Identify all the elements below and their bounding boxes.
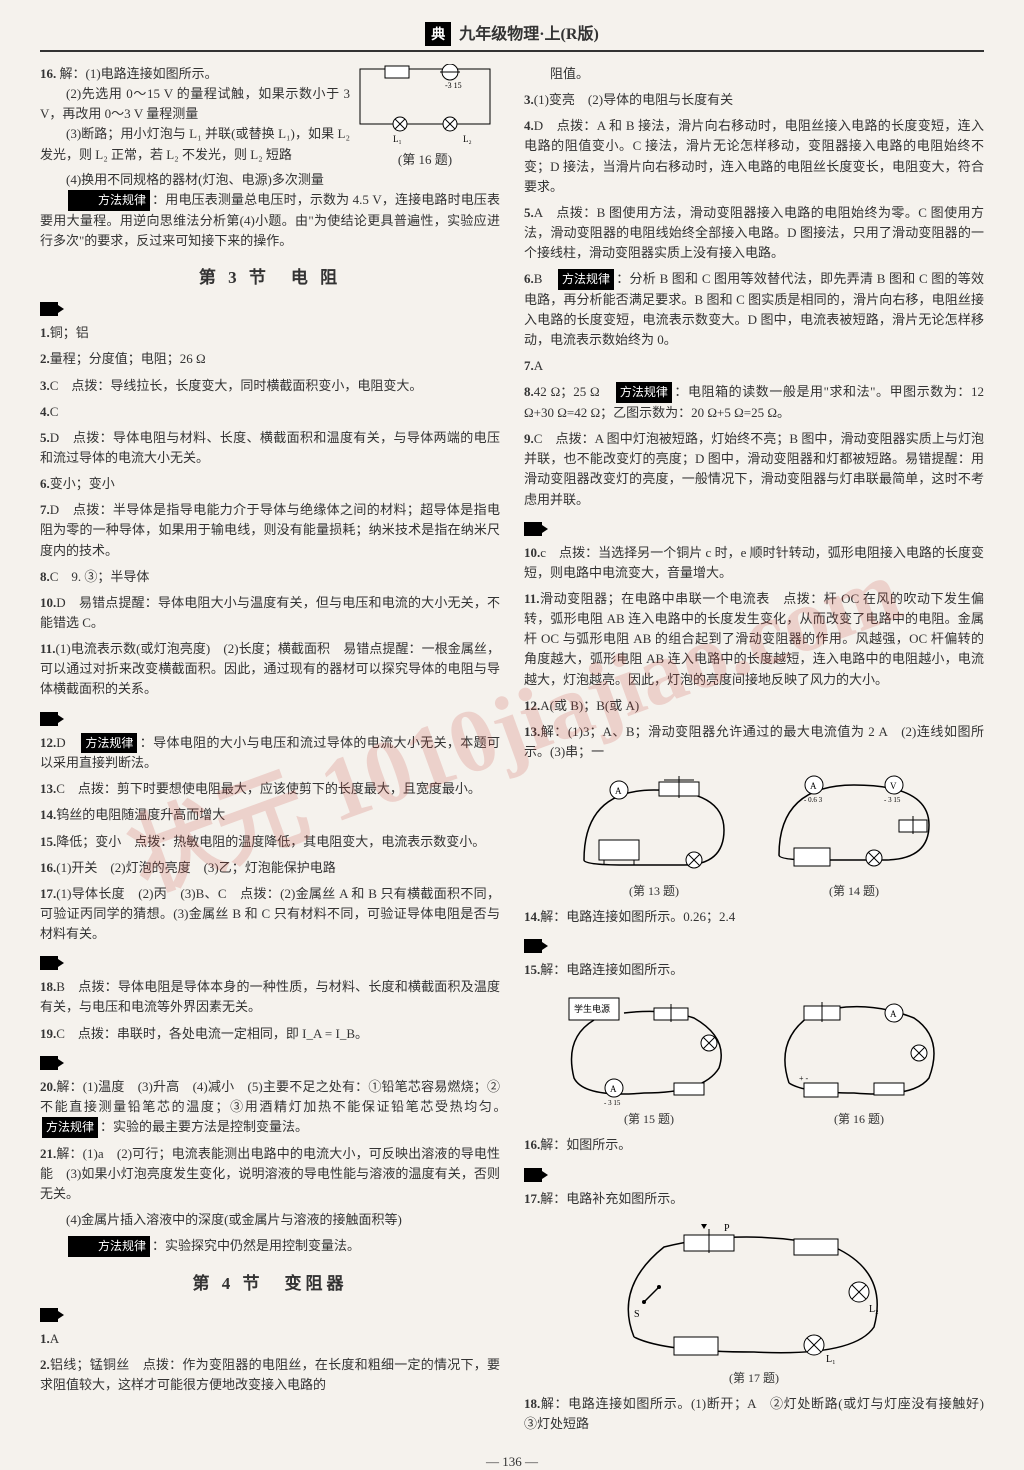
content-columns: -3 15 L₁ L₂ (第 16 题) 16. 解：(1)电路连接如图所示。 … xyxy=(40,64,984,1440)
answer-item: 11.滑动变阻器；在电路中串联一个电流表 点拨：杆 OC 在风的吹动下发生偏转，… xyxy=(524,589,984,690)
svg-text:- 3 15: - 3 15 xyxy=(604,1099,621,1107)
fig13-caption: (第 13 题) xyxy=(564,882,744,899)
section4-title: 第 4 节 变阻器 xyxy=(40,1269,500,1294)
group-marker-icon xyxy=(524,1168,542,1182)
answer-item: 2.铝线；锰铜丝 点拨：作为变阻器的电阻丝，在长度和粗细一定的情况下，要求阻值较… xyxy=(40,1355,500,1395)
svg-text:-3 15: -3 15 xyxy=(445,81,462,90)
fig14-circuit: A - 0.6 3 V - 3 15 xyxy=(764,770,944,880)
fig15-caption: (第 15 题) xyxy=(554,1110,744,1127)
answer-item: 5.D 点拨：导体电阻与材料、长度、横截面积和温度有关，与导体两端的电压和流过导… xyxy=(40,428,500,468)
fig16-circuit-top: -3 15 L₁ L₂ xyxy=(355,64,495,144)
group-marker-icon xyxy=(40,712,58,726)
section3-title: 第 3 节 电 阻 xyxy=(40,263,500,288)
answer-item: 16.解：如图所示。 xyxy=(524,1135,984,1155)
svg-text:- 3 15: - 3 15 xyxy=(884,796,901,804)
answer-item: 14.钨丝的电阻随温度升高而增大 xyxy=(40,805,500,825)
svg-text:L₁: L₁ xyxy=(393,134,402,144)
answer-item: 14.解：电路连接如图所示。0.26；2.4 xyxy=(524,907,984,927)
answer-item: 10.c 点拨：当选择另一个铜片 c 时，e 顺时针转动，弧形电阻接入电路的长度… xyxy=(524,543,984,583)
answer-item: 10.D 易错点提醒：导体电阻大小与温度有关，但与电压和电流的大小无关，不能错选… xyxy=(40,593,500,633)
left-column: -3 15 L₁ L₂ (第 16 题) 16. 解：(1)电路连接如图所示。 … xyxy=(40,64,500,1440)
answer-item: 17.解：电路补充如图所示。 xyxy=(524,1189,984,1209)
answer-item: 15.降低；变小 点拨：热敏电阻的温度降低，其电阻变大，电流表示数变小。 xyxy=(40,832,500,852)
answer-item: 19.C 点拨：串联时，各处电流一定相同，即 I_A = I_B。 xyxy=(40,1024,500,1044)
answer-item: 18.B 点拨：导体电阻是导体本身的一种性质，与材料、长度和横截面积及温度有关，… xyxy=(40,977,500,1017)
answer-item: 21.解：(1)a (2)可行；电流表能测出电路中的电流大小，可反映出溶液的导电… xyxy=(40,1144,500,1204)
answer-item: 6.B 方法规律：分析 B 图和 C 图用等效替代法，即先弄清 B 图和 C 图… xyxy=(524,269,984,350)
fig15-circuit: 学生电源 A - 3 15 xyxy=(554,988,744,1108)
answer-item: (4)金属片插入溶液中的深度(或金属片与溶液的接触面积等) xyxy=(40,1210,500,1230)
page-header: 典 九年级物理·上(R版) xyxy=(40,20,984,52)
item-num: 16. xyxy=(40,66,56,81)
q16-block: -3 15 L₁ L₂ (第 16 题) 16. 解：(1)电路连接如图所示。 … xyxy=(40,64,500,251)
group-marker-icon xyxy=(40,302,58,316)
answer-item: 12.A(或 B)；B(或 A) xyxy=(524,696,984,716)
answer-item: 18.解：电路连接如图所示。(1)断开；A ②灯处断路(或灯与灯座没有接触好) … xyxy=(524,1394,984,1434)
group-marker-icon xyxy=(524,939,542,953)
answer-item: 4.D 点拨：A 和 B 接法，滑片向右移动时，电阻丝接入电路的长度变短，连入电… xyxy=(524,116,984,197)
item-text: (4)换用不同规格的器材(灯泡、电源)多次测量 xyxy=(40,170,500,190)
answer-item: 方法规律：实验探究中仍然是用控制变量法。 xyxy=(40,1236,500,1257)
fig13-circuit: A xyxy=(564,770,744,880)
svg-text:V: V xyxy=(890,781,897,791)
group-marker-icon xyxy=(40,1308,58,1322)
group-marker-icon xyxy=(524,522,542,536)
group-marker-icon xyxy=(40,1056,58,1070)
fig17-caption: (第 17 题) xyxy=(604,1369,904,1386)
answer-item: 3.(1)变亮 (2)导体的电阻与长度有关 xyxy=(524,90,984,110)
answer-item: 17.(1)导体长度 (2)丙 (3)B、C 点拨：(2)金属丝 A 和 B 只… xyxy=(40,884,500,944)
svg-text:学生电源: 学生电源 xyxy=(574,1003,610,1014)
answer-item: 11.(1)电流表示数(或灯泡亮度) (2)长度；横截面积 易错点提醒：一根金属… xyxy=(40,639,500,699)
svg-text:A: A xyxy=(615,786,622,796)
svg-text:P: P xyxy=(724,1223,730,1234)
svg-text:L₁: L₁ xyxy=(826,1354,836,1365)
svg-text:S: S xyxy=(634,1309,640,1320)
figure-row-13-14: A (第 13 题) A - 0.6 3 V - 3 15 (第 14 题 xyxy=(524,770,984,899)
answer-item: 13.C 点拨：剪下时要想使电阻最大，应该使剪下的长度最大，且宽度最小。 xyxy=(40,779,500,799)
fig14-caption: (第 14 题) xyxy=(764,882,944,899)
svg-text:A: A xyxy=(810,781,817,791)
answer-item: 4.C xyxy=(40,402,500,422)
answer-item: 12.D 方法规律：导体电阻的大小与电压和流过导体的电流大小无关，本题可以采用直… xyxy=(40,733,500,774)
answer-item: 3.C 点拨：导线拉长，长度变大，同时横截面积变小，电阻变大。 xyxy=(40,376,500,396)
answer-item: 阻值。 xyxy=(524,64,984,84)
header-logo: 典 xyxy=(425,22,451,46)
answer-item: 13.解：(1)3；A、B；滑动变阻器允许通过的最大电流值为 2 A (2)连线… xyxy=(524,722,984,762)
svg-text:+ -: + - xyxy=(799,1074,809,1083)
svg-text:L₂: L₂ xyxy=(463,134,472,144)
answer-item: 16.(1)开关 (2)灯泡的亮度 (3)乙；灯泡能保护电路 xyxy=(40,858,500,878)
answer-item: 9.C 点拨：A 图中灯泡被短路，灯始终不亮；B 图中，滑动变阻器实质上与灯泡并… xyxy=(524,429,984,510)
answer-item: 6.变小；变小 xyxy=(40,474,500,494)
answer-item: 5.A 点拨：B 图使用方法，滑动变阻器接入电路的电阻始终为零。C 图使用方法，… xyxy=(524,203,984,263)
item-text: 解：(1)电路连接如图所示。 xyxy=(60,66,218,81)
answer-item: 8.C 9. ③；半导体 xyxy=(40,567,500,587)
fig16-circuit: A + - xyxy=(764,988,954,1108)
answer-item: 1.铜；铝 xyxy=(40,323,500,343)
svg-text:A: A xyxy=(890,1009,897,1019)
answer-item: 2.量程；分度值；电阻；26 Ω xyxy=(40,349,500,369)
right-column: 阻值。 3.(1)变亮 (2)导体的电阻与长度有关 4.D 点拨：A 和 B 接… xyxy=(524,64,984,1440)
answer-item: 1.A xyxy=(40,1329,500,1349)
page-number: — 136 — xyxy=(40,1454,984,1470)
fig17-circuit: P L₂ L₁ S xyxy=(604,1217,904,1367)
answer-item: 7.A xyxy=(524,356,984,376)
figure-17: P L₂ L₁ S (第 17 题) xyxy=(524,1217,984,1386)
answer-item: 20.解：(1)温度 (3)升高 (4)减小 (5)主要不足之处有：①铅笔芯容易… xyxy=(40,1077,500,1138)
svg-text:- 0.6 3: - 0.6 3 xyxy=(804,796,823,804)
method-badge: 方法规律 xyxy=(68,190,150,211)
answer-item: 7.D 点拨：半导体是指导电能力介于导体与绝缘体之间的材料；超导体是指电阻为零的… xyxy=(40,500,500,560)
header-title: 九年级物理·上(R版) xyxy=(459,26,599,43)
figure-row-15-16: 学生电源 A - 3 15 (第 15 题) A xyxy=(524,988,984,1127)
answer-item: 15.解：电路连接如图所示。 xyxy=(524,960,984,980)
answer-item: 8.42 Ω；25 Ω 方法规律：电阻箱的读数一般是用"求和法"。甲图示数为：1… xyxy=(524,382,984,423)
fig16-caption: (第 16 题) xyxy=(764,1110,954,1127)
svg-text:L₂: L₂ xyxy=(869,1304,879,1315)
fig16-top-caption: (第 16 题) xyxy=(350,150,500,170)
svg-text:A: A xyxy=(610,1084,617,1094)
group-marker-icon xyxy=(40,956,58,970)
